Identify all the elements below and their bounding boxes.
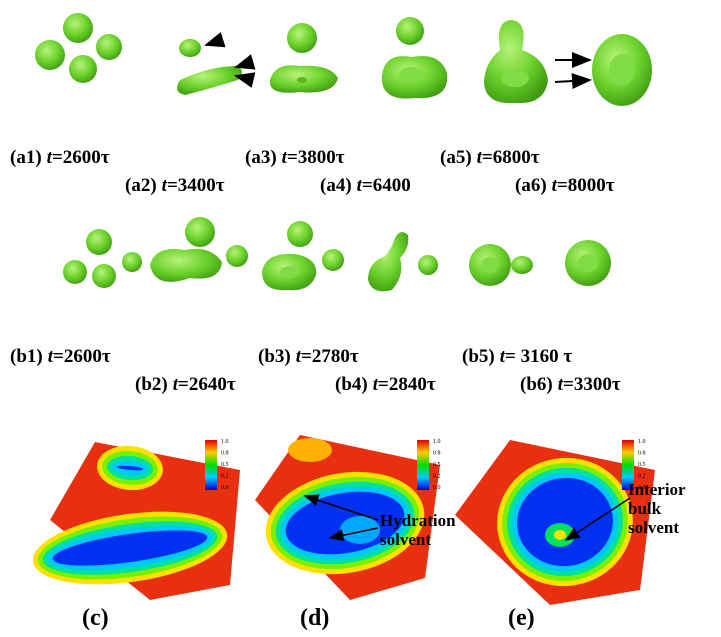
colorbar-tick-label: 0.8 xyxy=(638,451,646,457)
caption: (a1)t=2600τ xyxy=(10,147,110,168)
droplet xyxy=(185,217,215,247)
colorbar xyxy=(417,440,429,490)
caption-value: =2780τ xyxy=(301,346,359,367)
caption-value: =3400τ xyxy=(167,175,225,196)
droplet xyxy=(122,252,142,272)
caption: (a4)t=6400 xyxy=(320,175,411,196)
caption: (b1)t=2600τ xyxy=(10,346,111,367)
panel-label: (e) xyxy=(508,605,535,631)
droplet xyxy=(396,17,424,45)
colorbar-tick-label: 0.2 xyxy=(638,474,646,480)
colorbar xyxy=(205,440,217,490)
caption: (b6)t=3300τ xyxy=(520,374,621,395)
caption-value: =8000τ xyxy=(557,175,615,196)
droplet xyxy=(287,221,313,247)
caption: (a5)t=6800τ xyxy=(440,147,540,168)
core xyxy=(340,516,380,544)
caption-label: (b4) xyxy=(335,374,368,395)
droplet xyxy=(92,264,116,288)
caption-value: =2640τ xyxy=(178,374,236,395)
colorbar-tick-label: 0.0 xyxy=(221,485,229,491)
colorbar-tick-label: 0.5 xyxy=(433,462,441,468)
caption: (b5)t= 3160 τ xyxy=(462,346,572,367)
caption-value: =3300τ xyxy=(563,374,621,395)
droplet xyxy=(484,20,548,103)
droplet xyxy=(150,249,222,282)
annotation: solvent xyxy=(380,530,431,549)
caption-label: (a5) xyxy=(440,147,472,168)
colorbar-tick-label: 0.8 xyxy=(221,451,229,457)
droplet xyxy=(287,23,317,53)
caption: (b4)t=2840τ xyxy=(335,374,436,395)
caption: (a6)t=8000τ xyxy=(515,175,615,196)
annotation: Hydration xyxy=(380,511,456,530)
caption-value: =2600τ xyxy=(53,346,111,367)
caption-label: (a4) xyxy=(320,175,352,196)
droplet xyxy=(63,13,93,43)
colorbar-tick-label: 0.5 xyxy=(221,462,229,468)
colorbar-tick-label: 1.0 xyxy=(433,439,441,445)
caption-label: (b6) xyxy=(520,374,553,395)
caption-label: (a1) xyxy=(10,147,42,168)
colorbar-tick-label: 0.2 xyxy=(433,474,441,480)
caption: (b3)t=2780τ xyxy=(258,346,359,367)
colorbar-tick-label: 1.0 xyxy=(638,439,646,445)
droplet xyxy=(368,232,408,291)
caption-label: (b2) xyxy=(135,374,168,395)
panel-label: (d) xyxy=(300,605,329,631)
droplet xyxy=(179,39,201,57)
caption-label: (a3) xyxy=(245,147,277,168)
annotation: bulk xyxy=(628,499,662,518)
colorbar-tick-label: 1.0 xyxy=(221,439,229,445)
droplet xyxy=(35,40,65,70)
droplet xyxy=(322,249,344,271)
colorbar-tick-label: 0.0 xyxy=(433,485,441,491)
panel-label: (c) xyxy=(82,605,109,631)
droplet xyxy=(511,256,533,274)
caption-value: = 3160 τ xyxy=(505,346,572,367)
caption-label: (b5) xyxy=(462,346,495,367)
droplet xyxy=(96,34,122,60)
droplet xyxy=(226,245,248,267)
caption-value: =2840τ xyxy=(378,374,436,395)
droplet xyxy=(177,66,242,95)
droplet xyxy=(418,255,438,275)
droplet xyxy=(481,257,499,273)
colorbar-tick-label: 0.2 xyxy=(221,474,229,480)
warm-spot xyxy=(288,438,332,462)
droplet xyxy=(297,77,307,83)
caption-value: =6800τ xyxy=(482,147,540,168)
figure: 1.0 0.8 0.5 0.2 0.0 1.0 0.8 0.5 0.2 0.0 1.0 0.8 0.5 0… xyxy=(0,0,721,637)
droplet xyxy=(280,266,300,278)
droplet xyxy=(399,67,425,83)
caption: (a2)t=3400τ xyxy=(125,175,225,196)
core xyxy=(554,530,566,540)
colorbar-tick-label: 0.5 xyxy=(638,462,646,468)
droplet xyxy=(86,229,112,255)
caption-label: (a2) xyxy=(125,175,157,196)
caption: (a3)t=3800τ xyxy=(245,147,345,168)
droplet xyxy=(69,55,97,83)
caption-value: =2600τ xyxy=(52,147,110,168)
caption-label: (a6) xyxy=(515,175,547,196)
heatmaps xyxy=(28,435,655,605)
caption-value: =3800τ xyxy=(287,147,345,168)
droplet xyxy=(501,69,529,87)
caption-label: (b1) xyxy=(10,346,43,367)
annotation: solvent xyxy=(628,518,679,537)
caption-label: (b3) xyxy=(258,346,291,367)
droplet xyxy=(63,260,87,284)
caption: (b2)t=2640τ xyxy=(135,374,236,395)
annotation: Interior xyxy=(628,480,686,499)
droplet xyxy=(609,54,635,86)
colorbar-tick-label: 0.8 xyxy=(433,451,441,457)
droplet xyxy=(578,254,598,272)
caption-value: =6400 xyxy=(362,175,411,196)
